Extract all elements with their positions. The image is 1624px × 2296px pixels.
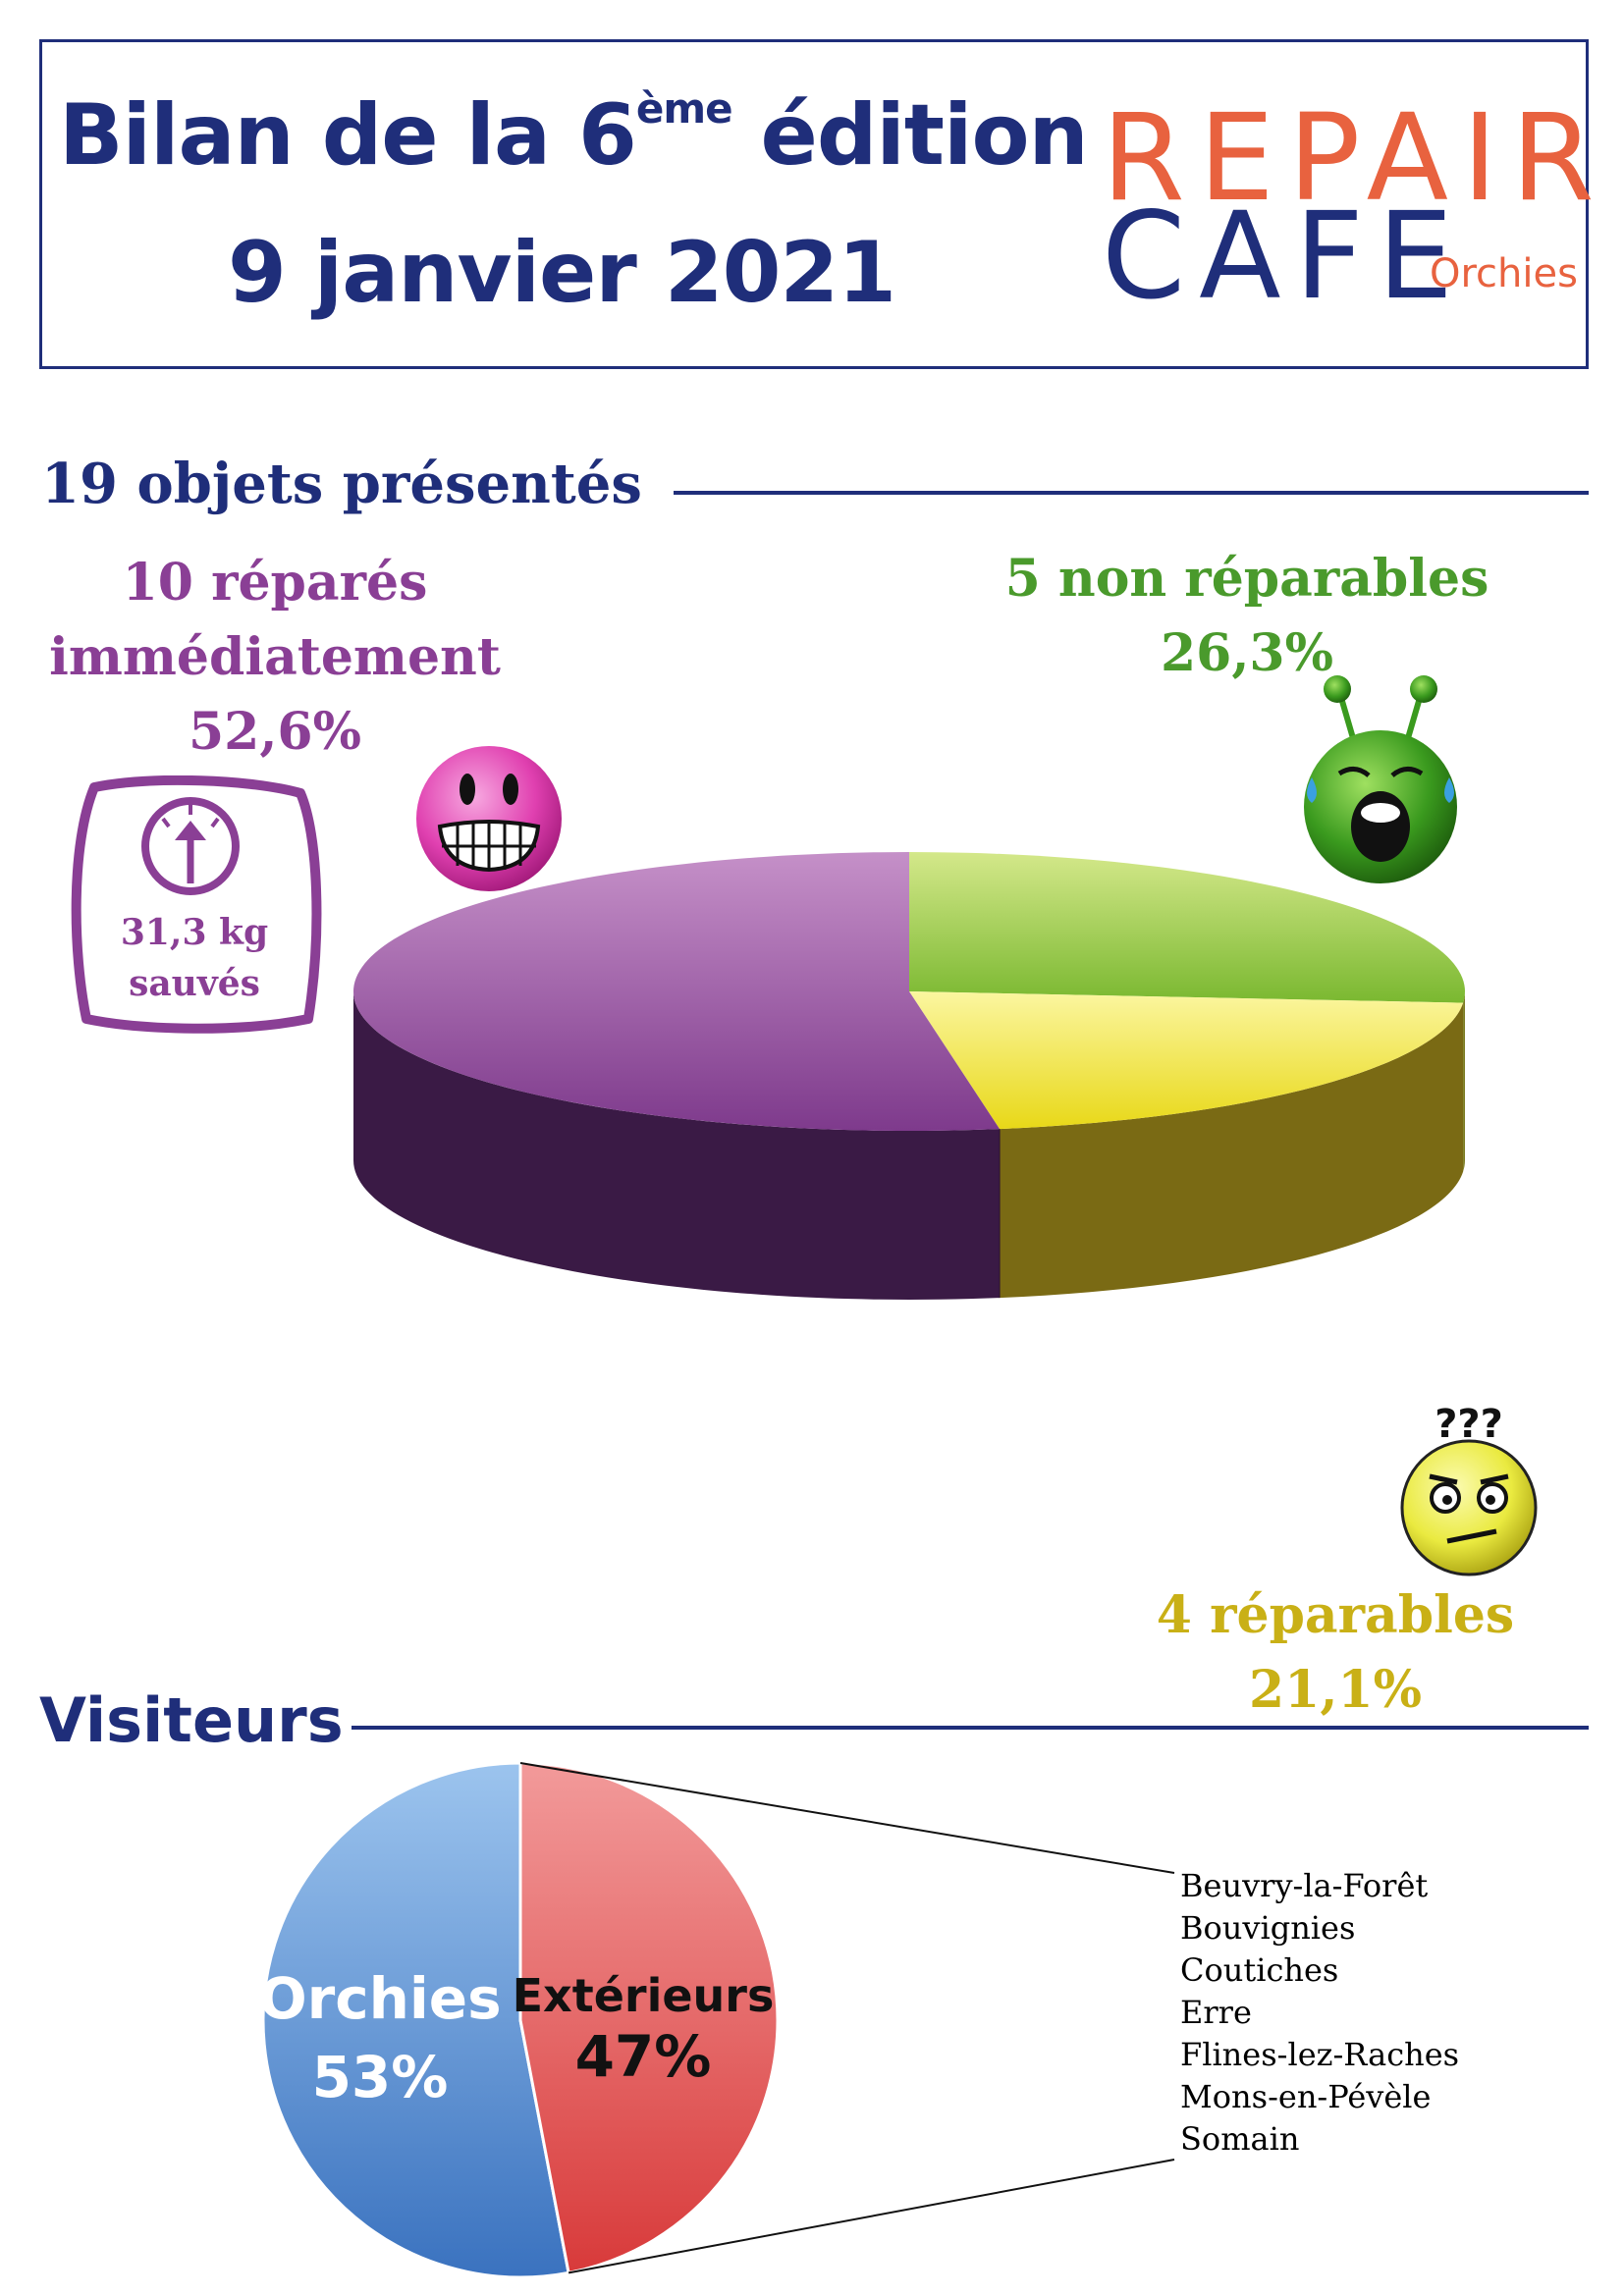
pie-slice-orchies (261, 1761, 570, 2279)
pie-slice-2 (909, 991, 1464, 1130)
confused-smiley-icon: ??? (1400, 1404, 1538, 1576)
town-item: Somain (1180, 2120, 1300, 2158)
towns-list: Beuvry-la-Forêt Bouvignies Coutiches Erre Fl… (1180, 1865, 1459, 2161)
page-subtitle-date: 9 janvier 2021 (228, 224, 896, 322)
callout-line-top (519, 1762, 1175, 1874)
label-exterieurs: Extérieurs 47% (512, 1969, 775, 2090)
weight-saved: 31,3 kg sauvés (120, 912, 269, 1004)
header-box (39, 39, 1589, 369)
section-title-visitors: Visiteurs (39, 1684, 344, 1756)
callout-line-bottom (568, 2159, 1175, 2274)
label-orchies: Orchies 53% (258, 1965, 502, 2110)
label-repaired: 10 réparés immédiatement 52,6% (49, 553, 501, 762)
town-item: Mons-en-Pévèle (1180, 2078, 1432, 2115)
pie-side-1 (1463, 991, 1465, 1172)
logo-subtitle: Orchies (1430, 251, 1578, 296)
pie-side-0 (353, 991, 1001, 1300)
page-title: Bilan de la 6ème édition (59, 84, 1089, 185)
pie-slice-1 (909, 852, 1465, 1003)
grinning-smiley-icon (416, 746, 562, 891)
scale-icon (71, 775, 322, 1034)
town-item: Coutiches (1180, 1951, 1339, 1989)
section-rule-visitors (352, 1726, 1589, 1730)
town-item: Erre (1180, 1994, 1252, 2031)
town-item: Beuvry-la-Forêt (1180, 1867, 1429, 1904)
town-item: Flines-lez-Raches (1180, 2036, 1460, 2073)
header-shadow (68, 365, 1560, 414)
town-item: Bouvignies (1180, 1909, 1356, 1947)
pie-side-2 (1000, 1002, 1464, 1299)
logo-cafe: CAFE (1102, 187, 1467, 326)
pie-slice-0 (352, 852, 1001, 1132)
pie-slice-exterieurs (518, 1761, 780, 2275)
label-not-repairable: 5 non réparables 26,3% (1004, 549, 1489, 683)
label-repairable: 4 réparables 21,1% (1156, 1585, 1515, 1720)
crying-alien-icon (1304, 675, 1457, 883)
logo-repair: REPAIR (1102, 88, 1608, 228)
section-title-objects: 19 objets présentés (41, 452, 642, 516)
section-rule-objects (674, 491, 1589, 495)
